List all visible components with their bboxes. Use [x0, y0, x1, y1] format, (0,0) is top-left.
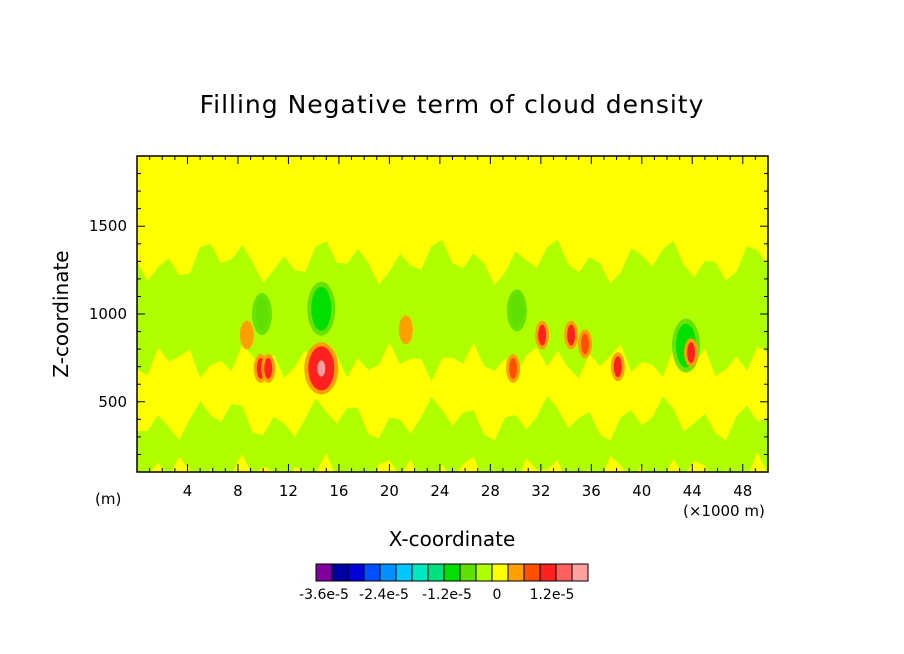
colorbar-swatch	[379, 563, 397, 582]
colorbar-label: -2.4e-5	[359, 587, 409, 603]
colorbar-label: 0	[493, 587, 502, 603]
colorbar	[315, 563, 589, 582]
colorbar-swatch	[491, 563, 509, 582]
x-axis-ticks: 4 8 12 16 20 24 28 32 36 40 44 48	[149, 156, 756, 500]
chart-title: Filling Negative term of cloud density	[200, 90, 705, 119]
x-tick-label: 40	[632, 482, 651, 500]
positive-cell	[509, 358, 518, 379]
x-tick-label: 32	[531, 482, 550, 500]
y-tick-label: 1000	[89, 305, 127, 323]
colorbar-swatch	[475, 563, 493, 582]
colorbar-swatch	[331, 563, 349, 582]
colorbar-swatch	[539, 563, 557, 582]
x-tick-label: 4	[183, 482, 193, 500]
y-tick-label: 1500	[89, 217, 127, 235]
y-axis-ticks: 500 1000 1500	[89, 173, 768, 455]
colorbar-label: -1.2e-5	[422, 587, 472, 603]
x-tick-label: 36	[582, 482, 601, 500]
positive-cell	[401, 319, 410, 341]
x-tick-label: 48	[733, 482, 752, 500]
x-tick-label: 28	[481, 482, 500, 500]
plot-area	[137, 156, 768, 472]
x-tick-label: 16	[329, 482, 348, 500]
colorbar-swatch	[443, 563, 461, 582]
positive-cell	[613, 356, 622, 378]
negative-cell	[510, 294, 523, 327]
contour-cells	[239, 281, 700, 395]
negative-band	[137, 395, 768, 472]
x-tick-label: 44	[683, 482, 702, 500]
negative-band	[137, 239, 768, 382]
colorbar-swatch	[459, 563, 477, 582]
x-unit-left: (m)	[95, 490, 121, 508]
positive-cell	[581, 333, 590, 355]
colorbar-swatch	[571, 563, 589, 582]
positive-cell	[567, 324, 576, 346]
x-unit-right: (×1000 m)	[683, 502, 765, 520]
x-tick-label: 8	[233, 482, 243, 500]
y-tick-label: 500	[98, 393, 127, 411]
negative-cell	[311, 286, 332, 331]
colorbar-swatch	[347, 563, 365, 582]
colorbar-swatch	[507, 563, 525, 582]
cell-core	[317, 360, 326, 377]
colorbar-swatch	[555, 563, 573, 582]
colorbar-swatch	[411, 563, 429, 582]
x-tick-label: 20	[380, 482, 399, 500]
colorbar-swatch	[315, 563, 333, 582]
positive-cell	[687, 342, 696, 364]
colorbar-swatch	[427, 563, 445, 582]
negative-bands	[137, 239, 768, 472]
colorbar-swatch	[395, 563, 413, 582]
negative-cell	[255, 298, 268, 330]
positive-cell	[264, 358, 273, 379]
positive-cell	[538, 324, 547, 346]
positive-cell	[242, 324, 251, 346]
x-tick-label: 24	[430, 482, 449, 500]
colorbar-label: -3.6e-5	[299, 587, 349, 603]
y-axis-label: Z-coordinate	[49, 250, 73, 377]
colorbar-swatch	[523, 563, 541, 582]
colorbar-labels: -3.6e-5 -2.4e-5 -1.2e-5 0 1.2e-5	[299, 587, 574, 603]
colorbar-label: 1.2e-5	[530, 587, 575, 603]
colorbar-swatch	[363, 563, 381, 582]
x-axis-label: X-coordinate	[389, 527, 516, 551]
x-tick-label: 12	[279, 482, 298, 500]
